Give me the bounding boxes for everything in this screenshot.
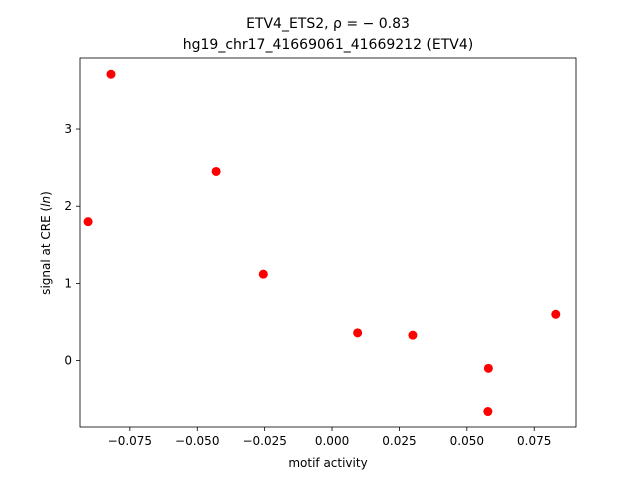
data-point xyxy=(483,407,493,417)
x-tick-label: 0.050 xyxy=(450,434,484,448)
y-tick-label: 3 xyxy=(64,122,72,136)
data-point xyxy=(483,363,493,373)
data-point xyxy=(408,330,418,340)
x-tick-label: 0.025 xyxy=(382,434,416,448)
y-axis-label: signal at CRE (ln) xyxy=(39,191,53,295)
chart-title-line2: hg19_chr17_41669061_41669212 (ETV4) xyxy=(183,37,474,53)
data-point xyxy=(551,309,561,319)
plot-area: −0.075 −0.050 −0.025 0.000 0.025 0.050 0.075 0 1… xyxy=(64,57,577,448)
data-point xyxy=(106,69,116,79)
x-axis-label: motif activity xyxy=(288,456,367,470)
x-tick-label: 0.075 xyxy=(517,434,551,448)
x-tick-label: −0.075 xyxy=(108,434,152,448)
y-tick-label: 0 xyxy=(64,354,72,368)
x-tick-label: 0.000 xyxy=(315,434,349,448)
y-tick-label: 1 xyxy=(64,276,72,290)
x-tick-label: −0.025 xyxy=(242,434,286,448)
data-point xyxy=(83,217,93,227)
axes-frame xyxy=(79,57,577,428)
data-point xyxy=(353,328,363,338)
chart-title-line1: ETV4_ETS2, ρ = − 0.83 xyxy=(246,16,410,32)
x-tick-label: −0.050 xyxy=(175,434,219,448)
data-point xyxy=(211,166,221,176)
data-point xyxy=(258,269,268,279)
y-tick-label: 2 xyxy=(64,199,72,213)
